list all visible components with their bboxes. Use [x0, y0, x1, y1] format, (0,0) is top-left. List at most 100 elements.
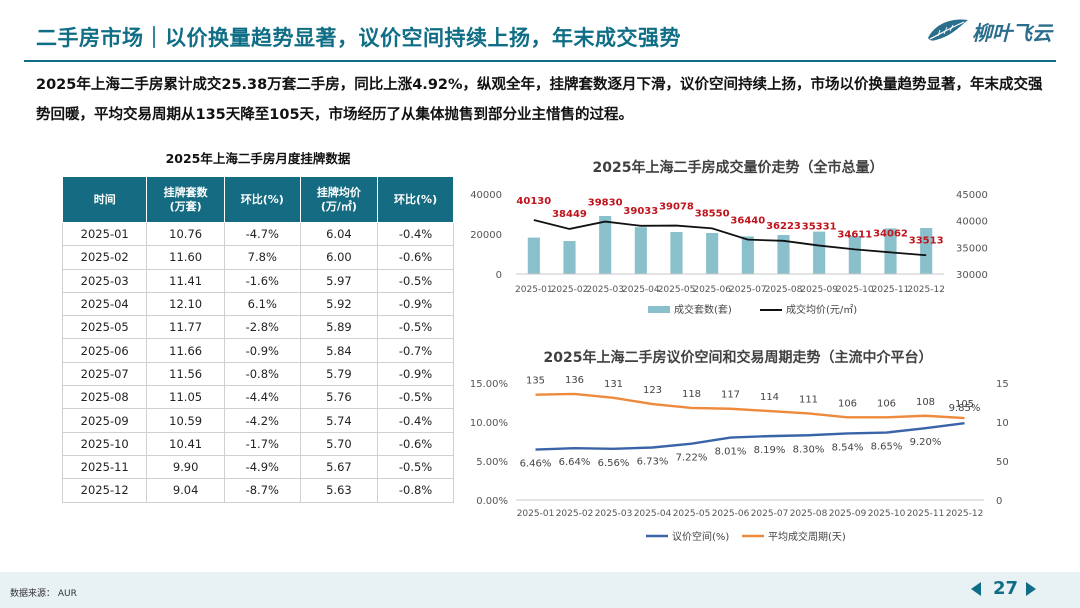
bargain-data-label: 6.46%	[520, 459, 552, 470]
y-right-tick-label: 35000	[956, 243, 988, 254]
cycle-data-label: 114	[760, 392, 779, 403]
price-data-label: 35331	[802, 222, 837, 233]
bar	[563, 241, 576, 274]
table-cell: 12.10	[146, 291, 225, 317]
table-cell: -0.9%	[377, 361, 454, 387]
x-tick-label: 2025-12	[907, 285, 945, 295]
table-cell: 2025-11	[61, 454, 148, 480]
price-line	[533, 219, 927, 257]
table-cell: 2025-05	[61, 315, 148, 340]
table-cell: -4.4%	[223, 385, 301, 410]
cycle-data-label: 131	[604, 379, 623, 390]
x-tick-label: 2025-08	[765, 285, 803, 295]
table-cell: 6.1%	[223, 291, 301, 317]
bar	[813, 231, 826, 274]
price-data-label: 40130	[516, 196, 551, 207]
pager: 27	[970, 578, 1036, 599]
y-left-tick-label: 20000	[470, 230, 502, 241]
price-data-label: 36223	[766, 221, 801, 232]
bar	[599, 216, 612, 274]
y-right-tick-label: 150	[996, 379, 1008, 390]
table-header-cell: 挂牌套数 (万套)	[146, 176, 225, 223]
bargain-data-label: 8.19%	[754, 445, 786, 456]
table-cell: 11.41	[146, 268, 225, 293]
cycle-data-label: 106	[877, 398, 896, 409]
price-data-label: 39078	[659, 202, 694, 213]
table-row: 2025-07 11.56 -0.8% 5.79 -0.9%	[61, 361, 454, 387]
table-cell: -0.9%	[223, 338, 301, 363]
cycle-data-label: 108	[916, 397, 935, 408]
table-cell: 10.76	[146, 221, 225, 247]
table-cell: 11.77	[146, 315, 225, 340]
table-row: 2025-09 10.59 -4.2% 5.74 -0.4%	[61, 408, 454, 433]
table-cell: 10.59	[146, 408, 225, 433]
table-cell: -0.5%	[377, 268, 454, 293]
table-row: 2025-10 10.41 -1.7% 5.70 -0.6%	[61, 431, 454, 456]
table-cell: 11.56	[146, 361, 225, 387]
bargain-data-label: 8.30%	[793, 444, 825, 455]
table-cell: 2025-04	[61, 291, 148, 317]
table-row: 2025-03 11.41 -1.6% 5.97 -0.5%	[61, 268, 454, 293]
bar	[920, 228, 933, 274]
table-cell: 5.76	[299, 385, 379, 410]
table-cell: -0.7%	[377, 338, 454, 363]
bar	[884, 228, 897, 274]
volume-price-chart: 2025年上海二手房成交量价走势（全市总量） 0 20000 40000 30000 35…	[468, 150, 1008, 330]
table-row: 2025-05 11.77 -2.8% 5.89 -0.5%	[61, 315, 454, 340]
table-header-cell: 时间	[61, 176, 148, 223]
y-left-tick-label: 10.00%	[470, 418, 508, 429]
table-row: 2025-12 9.04 -8.7% 5.63 -0.8%	[61, 478, 454, 503]
x-tick-label: 2025-08	[790, 509, 828, 519]
price-data-label: 36440	[730, 216, 765, 227]
table-cell: 2025-10	[61, 431, 148, 456]
x-tick-label: 2025-10	[868, 509, 906, 519]
table-cell: -4.2%	[223, 408, 301, 433]
prev-page-icon[interactable]	[970, 581, 981, 596]
table-cell: 5.89	[299, 315, 379, 340]
table-cell: -0.9%	[377, 291, 454, 317]
x-tick-label: 2025-05	[658, 285, 696, 295]
table-header-cell: 挂牌均价 (万/㎡)	[299, 176, 379, 223]
x-tick-label: 2025-01	[517, 509, 555, 519]
next-page-icon[interactable]	[1026, 581, 1036, 596]
table-cell: -2.8%	[223, 315, 301, 340]
table-cell: 2025-02	[61, 245, 148, 270]
table-title: 2025年上海二手房月度挂牌数据	[165, 151, 351, 166]
table-cell: 6.00	[299, 245, 379, 270]
cycle-data-label: 135	[526, 376, 545, 387]
y-right-tick-label: 40000	[956, 217, 988, 228]
table-header-row: 时间 挂牌套数 (万套) 环比(%) 挂牌均价 (万/㎡) 环比(%)	[61, 176, 454, 223]
table-row: 2025-02 11.60 7.8% 6.00 -0.6%	[61, 245, 454, 270]
bargain-data-label: 7.22%	[676, 453, 708, 464]
y-right-tick-label: 30000	[956, 270, 988, 281]
listing-table: 时间 挂牌套数 (万套) 环比(%) 挂牌均价 (万/㎡) 环比(%) 2025-01 1…	[61, 176, 454, 503]
table-cell: -4.9%	[223, 454, 301, 480]
table-cell: -0.6%	[377, 245, 454, 270]
leaf-logo-icon	[928, 19, 968, 41]
table-cell: -0.8%	[223, 361, 301, 387]
table-header-cell: 环比(%)	[377, 176, 454, 223]
bargain-data-label: 9.85%	[949, 403, 981, 414]
table-cell: 6.04	[299, 221, 379, 247]
header-divider	[24, 60, 1056, 62]
x-tick-label: 2025-11	[872, 285, 910, 295]
legend-bar-swatch	[648, 306, 670, 313]
summary-text: 2025年上海二手房累计成交25.38万套二手房，同比上涨4.92%，纵观全年，…	[36, 77, 1043, 123]
x-tick-label: 2025-02	[556, 509, 594, 519]
x-tick-label: 2025-10	[836, 285, 874, 295]
page-title: 二手房市场｜以价换量趋势显著，议价空间持续上扬，年末成交强势	[36, 26, 681, 50]
cycle-data-label: 111	[799, 394, 818, 405]
y-right-tick-label: 50	[996, 457, 1008, 468]
price-data-label: 33513	[909, 235, 944, 246]
table-header-cell: 环比(%)	[223, 176, 301, 223]
data-source: 数据来源： AUR	[10, 589, 77, 599]
x-tick-label: 2025-02	[551, 285, 589, 295]
price-data-label: 39033	[623, 206, 658, 217]
table-cell: -0.8%	[377, 478, 454, 503]
table-cell: 2025-08	[61, 385, 148, 410]
table-cell: 2025-03	[61, 268, 148, 293]
table-cell: 2025-06	[61, 338, 148, 363]
x-tick-label: 2025-12	[946, 509, 984, 519]
table-cell: -0.6%	[377, 431, 454, 456]
logo-text: 柳叶飞云	[972, 20, 1052, 45]
